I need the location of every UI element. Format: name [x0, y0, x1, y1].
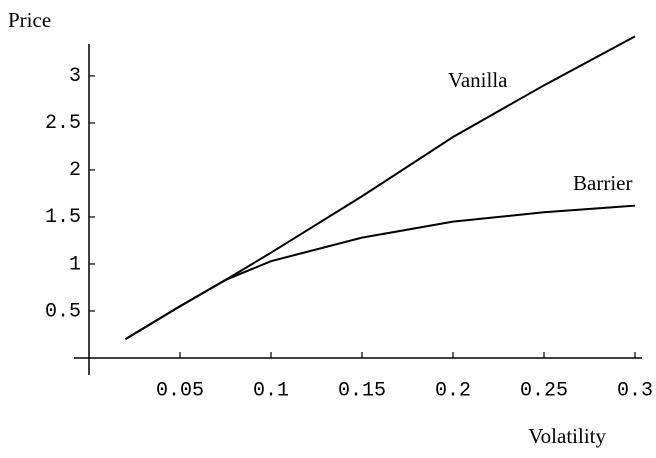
y-tick-label: 2 [69, 159, 81, 182]
x-tick-label: 0.05 [156, 379, 204, 402]
x-axis-label: Volatility [528, 424, 606, 448]
y-tick-label: 3 [69, 65, 81, 88]
x-tick-label: 0.2 [435, 379, 471, 402]
x-tick-label: 0.25 [520, 379, 568, 402]
series-line [124, 204, 636, 341]
y-tick-label: 0.5 [45, 300, 81, 323]
x-tick-label: 0.3 [617, 379, 653, 402]
y-tick-label: 2.5 [45, 112, 81, 135]
y-axis-label: Price [8, 8, 51, 32]
series-label: Vanilla [448, 68, 508, 92]
series-label: Barrier [573, 171, 632, 195]
x-tick-label: 0.15 [338, 379, 386, 402]
y-tick-label: 1.5 [45, 206, 81, 229]
y-tick-label: 1 [69, 253, 81, 276]
x-tick-label: 0.1 [253, 379, 289, 402]
